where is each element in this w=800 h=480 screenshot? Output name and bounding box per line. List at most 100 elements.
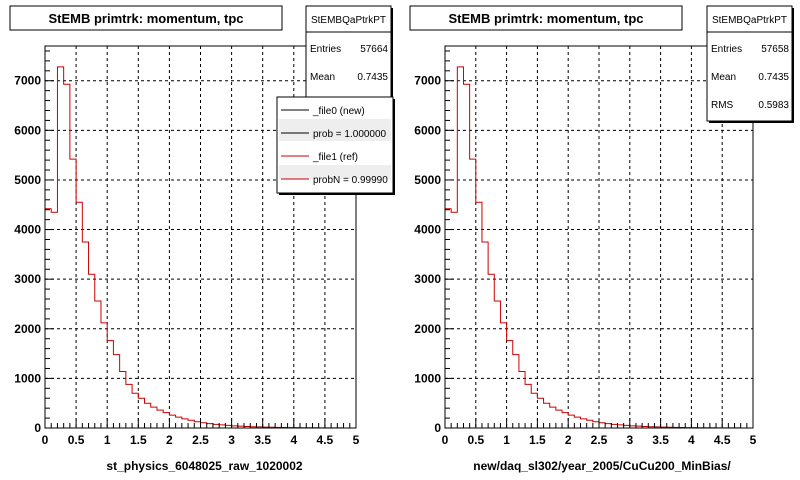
histogram-bin [525, 384, 531, 428]
y-tick-label: 3000 [14, 272, 41, 286]
y-tick-label: 0 [34, 421, 41, 435]
legend-entry: _file1 (ref) [312, 152, 358, 163]
grid [45, 46, 356, 428]
histogram-bin [132, 393, 138, 428]
histogram-bin [587, 420, 593, 428]
stats-box-name: StEMBQaPtrkPT [712, 15, 787, 26]
histogram-bin [500, 323, 506, 428]
histogram-bin [544, 403, 550, 428]
y-tick-label: 6000 [414, 123, 441, 137]
x-tick-label: 3.5 [652, 433, 669, 447]
histogram-bin [188, 420, 194, 428]
right-histogram-panel: 0 0.5 1 1.5 2 2.5 3 3.5 4 4.5 5 0 1000 2000 3000 4000 50… [400, 0, 800, 480]
left-histogram-chart: 0 0.5 1 1.5 2 2.5 3 3.5 4 4.5 5 0 1000 2000 3000 4000 50… [9, 5, 395, 473]
histogram-bin [89, 274, 95, 428]
y-tick-label: 5000 [414, 173, 441, 187]
legend-entry: _file0 (new) [312, 106, 365, 117]
histogram-bin [107, 341, 113, 428]
histogram-bin [151, 407, 157, 428]
grid [445, 46, 753, 428]
x-tick-label: 4.5 [714, 433, 731, 447]
histogram-bin [126, 384, 132, 428]
x-tick-label: 5 [750, 433, 757, 447]
histogram-bin [611, 424, 617, 428]
stats-label: Entries [711, 44, 742, 55]
stats-label: Mean [310, 72, 335, 83]
histogram-bin [163, 413, 169, 428]
histogram-bin [207, 424, 213, 428]
y-tick-label: 4000 [414, 223, 441, 237]
y-tick-label: 3000 [414, 272, 441, 286]
histogram-bin [482, 242, 488, 428]
histogram-bin [507, 341, 513, 428]
histogram-bin [201, 423, 207, 428]
histogram-bin [550, 407, 556, 428]
x-axis: 0 0.5 1 1.5 2 2.5 3 3.5 4 4.5 5 [442, 418, 757, 447]
x-tick-label: 0.5 [467, 433, 484, 447]
x-axis: 0 0.5 1 1.5 2 2.5 3 3.5 4 4.5 5 [42, 418, 360, 447]
legend-entry: prob = 1.000000 [313, 129, 387, 140]
right-histogram-chart: 0 0.5 1 1.5 2 2.5 3 3.5 4 4.5 5 0 1000 2000 3000 4000 50… [409, 5, 794, 473]
y-tick-label: 1000 [14, 371, 41, 385]
chart-title: StEMB primtrk: momentum, tpc [448, 11, 643, 26]
histogram-bin [157, 410, 163, 428]
y-tick-label: 1000 [414, 371, 441, 385]
histogram-bin [599, 423, 605, 428]
histogram-bin [120, 371, 126, 428]
y-tick-label: 2000 [414, 322, 441, 336]
histogram-bin [194, 422, 200, 428]
stats-label: Mean [711, 72, 736, 83]
y-tick-label: 7000 [414, 74, 441, 88]
x-tick-label: 3.5 [254, 433, 271, 447]
stats-value: 0.5983 [758, 100, 789, 111]
stats-label: Entries [310, 44, 341, 55]
y-axis: 0 1000 2000 3000 4000 5000 6000 7000 [14, 50, 54, 435]
legend-band [279, 119, 391, 141]
legend: _file0 (new) prob = 1.000000 _file1 (ref) p… [276, 96, 395, 195]
histogram-bin [531, 393, 537, 428]
x-tick-label: 1 [104, 433, 111, 447]
histogram-bin [213, 424, 219, 428]
histogram-bin [470, 159, 476, 428]
x-tick-label: 2 [565, 433, 572, 447]
x-tick-label: 3 [626, 433, 633, 447]
x-tick-label: 3 [228, 433, 235, 447]
histogram-bin [488, 274, 494, 428]
x-axis-title: new/daq_sl302/year_2005/CuCu200_MinBias/ [473, 459, 731, 473]
left-histogram-panel: 0 0.5 1 1.5 2 2.5 3 3.5 4 4.5 5 0 1000 2000 3000 4000 50… [9, 5, 395, 473]
y-tick-label: 5000 [14, 173, 41, 187]
legend-band [279, 165, 391, 179]
histogram-bin [95, 301, 101, 428]
histogram-bin [537, 398, 543, 428]
x-tick-label: 1.5 [529, 433, 546, 447]
histogram-bin [169, 415, 175, 428]
chart-title-box [409, 5, 683, 31]
x-tick-label: 5 [353, 433, 360, 447]
histogram-bin [82, 242, 88, 428]
y-tick-label: 2000 [14, 322, 41, 336]
histogram-bin [182, 419, 188, 428]
chart-title: StEMB primtrk: momentum, tpc [48, 11, 243, 26]
bottom-clipped-strip [4, 468, 144, 478]
x-tick-label: 1 [503, 433, 510, 447]
x-tick-label: 1.5 [130, 433, 147, 447]
x-tick-label: 2.5 [192, 433, 209, 447]
histogram-bin [494, 301, 500, 428]
histogram-bin [593, 422, 599, 428]
histogram-bin [513, 355, 519, 428]
histogram-bin [605, 424, 611, 428]
x-tick-label: 0.5 [68, 433, 85, 447]
histogram-bin [101, 323, 107, 428]
histogram-bin [562, 413, 568, 428]
histogram-bin [463, 84, 469, 428]
histogram-bin [574, 417, 580, 428]
histogram-bin [451, 212, 457, 428]
stats-box [706, 5, 793, 122]
stats-value: 0.7435 [357, 72, 388, 83]
chart-title-box [9, 5, 283, 31]
x-tick-label: 0 [442, 433, 449, 447]
histogram-bin [568, 415, 574, 428]
x-tick-label: 4 [290, 433, 297, 447]
histogram-bin [138, 398, 144, 428]
